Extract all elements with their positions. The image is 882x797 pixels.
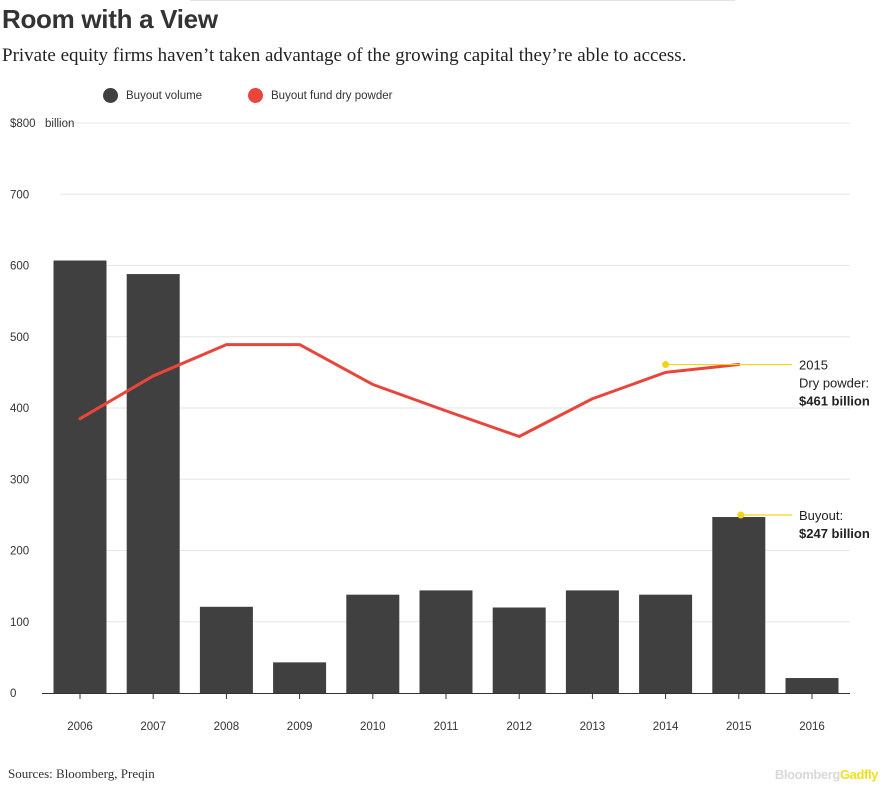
x-tick-label-2006: 2006 — [67, 721, 93, 733]
x-tick-label-2008: 2008 — [214, 721, 240, 733]
x-tick-label-2013: 2013 — [580, 721, 606, 733]
bar-2006 — [53, 260, 107, 693]
bar-2010 — [346, 594, 400, 693]
annotation-text-0-0: 2015 — [799, 358, 828, 373]
bar-2015 — [712, 517, 766, 693]
y-tick-label-800: $800 — [10, 118, 36, 130]
annotation-text-1-0: Buyout: — [799, 508, 843, 523]
y-tick-label-300: 300 — [10, 474, 29, 486]
legend-label-dry-powder: Buyout fund dry powder — [271, 89, 393, 102]
bar-2016 — [785, 678, 839, 693]
y-tick-label-100: 100 — [10, 617, 29, 629]
legend-item-dry-powder: Buyout fund dry powder — [248, 88, 392, 103]
y-tick-label-600: 600 — [10, 261, 29, 273]
bar-layer — [53, 260, 839, 693]
y-tick-label-500: 500 — [10, 332, 29, 344]
y-tick-label-0: 0 — [10, 688, 16, 700]
x-tick-label-2009: 2009 — [287, 721, 313, 733]
chart-title: Room with a View — [2, 4, 218, 34]
bar-2014 — [639, 594, 693, 693]
legend-swatch-buyout-volume — [103, 88, 118, 103]
y-tick-label-200: 200 — [10, 546, 29, 558]
bar-2009 — [273, 662, 327, 693]
annotation-text-0-2: $461 billion — [799, 394, 870, 409]
y-tick-label-400: 400 — [10, 403, 29, 415]
annotation-layer: 2015 Dry powder: $461 billion Buyout: $247 b… — [662, 358, 870, 541]
legend-swatch-dry-powder — [248, 88, 263, 103]
axis-layer: 0 100 200 300 400 500 600 700 $800 billion 2006 200… — [10, 118, 850, 733]
x-tick-label-2007: 2007 — [140, 721, 166, 733]
x-tick-label-2010: 2010 — [360, 721, 386, 733]
bar-2008 — [199, 606, 253, 693]
bar-2011 — [419, 590, 473, 693]
top-rule — [190, 0, 735, 1]
line-dry-powder — [78, 343, 741, 438]
annotation-text-0-1: Dry powder: — [799, 376, 869, 391]
legend-item-buyout-volume: Buyout volume — [103, 88, 202, 103]
chart-subtitle: Private equity firms haven’t taken advan… — [2, 45, 687, 66]
annotation-text-1-1: $247 billion — [799, 526, 870, 541]
annotation-marker-0 — [662, 361, 670, 369]
annotation-marker-1 — [737, 511, 745, 519]
x-tick-label-2012: 2012 — [506, 721, 532, 733]
brand-logo: BloombergGadfly — [774, 767, 878, 782]
line-layer — [78, 343, 741, 438]
bar-2013 — [565, 590, 619, 693]
sources-note: Sources: Bloomberg, Preqin — [8, 766, 155, 781]
legend-label-buyout-volume: Buyout volume — [126, 89, 203, 102]
x-tick-label-2016: 2016 — [799, 721, 825, 733]
y-tick-label-700: 700 — [10, 189, 29, 201]
bar-2007 — [126, 274, 180, 693]
x-tick-label-2011: 2011 — [434, 721, 459, 733]
x-tick-label-2014: 2014 — [653, 721, 679, 733]
y-unit-label: billion — [45, 118, 74, 130]
x-tick-label-2015: 2015 — [726, 721, 752, 733]
bar-2012 — [492, 607, 546, 693]
